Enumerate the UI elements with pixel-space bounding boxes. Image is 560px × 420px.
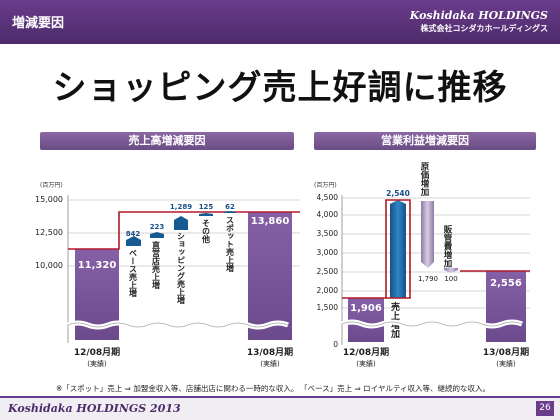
brand-logo: Koshidaka HOLDINGS 株式会社コシダカホールディングス <box>410 9 548 35</box>
right-panel-heading: 営業利益増減要因 <box>314 132 536 150</box>
right-tick: 4,500 <box>317 193 339 202</box>
step-value: 1,289 <box>170 203 192 211</box>
left-tick: 15,000 <box>35 195 63 204</box>
bar-end-right <box>486 271 526 342</box>
right-start-label: 12/08月期 <box>343 346 389 358</box>
left-start-label: 12/08月期 <box>74 346 120 358</box>
right-axis-break-line <box>341 321 523 327</box>
left-axis-break-line <box>67 322 289 328</box>
right-end-sub: (実績) <box>496 359 516 368</box>
bar-cost-right <box>421 201 434 268</box>
left-tick: 10,000 <box>35 261 63 270</box>
right-tick: 4,000 <box>317 210 339 219</box>
bar-sga-label: 販管費増加 <box>442 224 453 268</box>
right-start-sub: (実績) <box>356 359 376 368</box>
left-chart: (百万円) 15,000 12,500 10,000 11,320 13,860… <box>35 182 300 368</box>
step-marker <box>224 211 236 213</box>
step-label: 直営店売上増 <box>152 240 161 290</box>
step-marker <box>174 216 188 230</box>
step-value: 125 <box>199 203 214 211</box>
note-spot: ※「スポット」売上 ⇒ 加盟金収入等、店舗出店に関わる一時的な収入。 <box>56 384 299 393</box>
footer: Koshidaka HOLDINGS 2013 26 <box>0 396 560 420</box>
bar-inc-right <box>390 200 406 298</box>
step-marker <box>150 232 164 238</box>
page-title: ショッピング売上好調に推移 <box>52 68 508 108</box>
step-value: 842 <box>126 230 141 238</box>
header-bar: 増減要因 Koshidaka HOLDINGS 株式会社コシダカホールディングス <box>0 0 560 44</box>
left-end-label: 13/08月期 <box>247 346 293 358</box>
right-unit: (百万円) <box>314 182 337 189</box>
step-label: ベース売上増 <box>129 249 138 298</box>
right-tick: 2,000 <box>317 286 339 295</box>
left-tick: 12,500 <box>35 228 63 237</box>
step-label: スポット売上増 <box>226 216 235 273</box>
brand-name: Koshidaka HOLDINGS <box>409 9 548 22</box>
page-number: 26 <box>536 401 554 416</box>
step-label: ショッピング売上増 <box>177 232 186 305</box>
bar-inc-value: 2,540 <box>386 189 410 198</box>
section-label: 増減要因 <box>12 16 65 31</box>
bar-end-left-value: 13,860 <box>251 216 290 227</box>
note-base: 「ベース」売上 ⇒ ロイヤルティ収入等、継続的な収入。 <box>300 384 491 393</box>
step-label: その他 <box>202 219 211 244</box>
bar-sga-right <box>444 268 458 273</box>
bar-sga-value: 100 <box>444 275 457 283</box>
right-chart: (百万円) 4,500 4,000 3,500 3,000 2,500 2,00… <box>314 161 530 368</box>
step-marker <box>126 236 141 246</box>
step-value: 62 <box>225 203 235 211</box>
right-tick: 3,000 <box>317 248 339 257</box>
bar-start-left-value: 11,320 <box>78 260 117 271</box>
brand-sub: 株式会社コシダカホールディングス <box>420 24 548 33</box>
left-trend-line <box>68 211 300 250</box>
left-start-sub: (実績) <box>87 359 107 368</box>
footer-brand: Koshidaka HOLDINGS 2013 <box>8 402 181 415</box>
bar-end-right-value: 2,556 <box>490 278 522 289</box>
bar-cost-label: 原価増加 <box>419 161 430 197</box>
right-tick: 3,500 <box>317 229 339 238</box>
right-end-label: 13/08月期 <box>483 346 529 358</box>
right-tick: 1,500 <box>317 303 339 312</box>
right-tick: 2,500 <box>317 267 339 276</box>
step-value: 223 <box>150 223 165 231</box>
mid-value: 1,790 <box>418 275 438 283</box>
left-panel-heading: 売上高増減要因 <box>40 132 294 150</box>
step-marker <box>199 213 213 216</box>
bar-start-right-value: 1,906 <box>350 303 382 314</box>
bar-end-left <box>248 212 292 340</box>
right-tick: 0 <box>333 340 338 349</box>
left-unit: (百万円) <box>40 182 63 189</box>
right-trend-box <box>342 199 411 299</box>
left-end-sub: (実績) <box>260 359 280 368</box>
